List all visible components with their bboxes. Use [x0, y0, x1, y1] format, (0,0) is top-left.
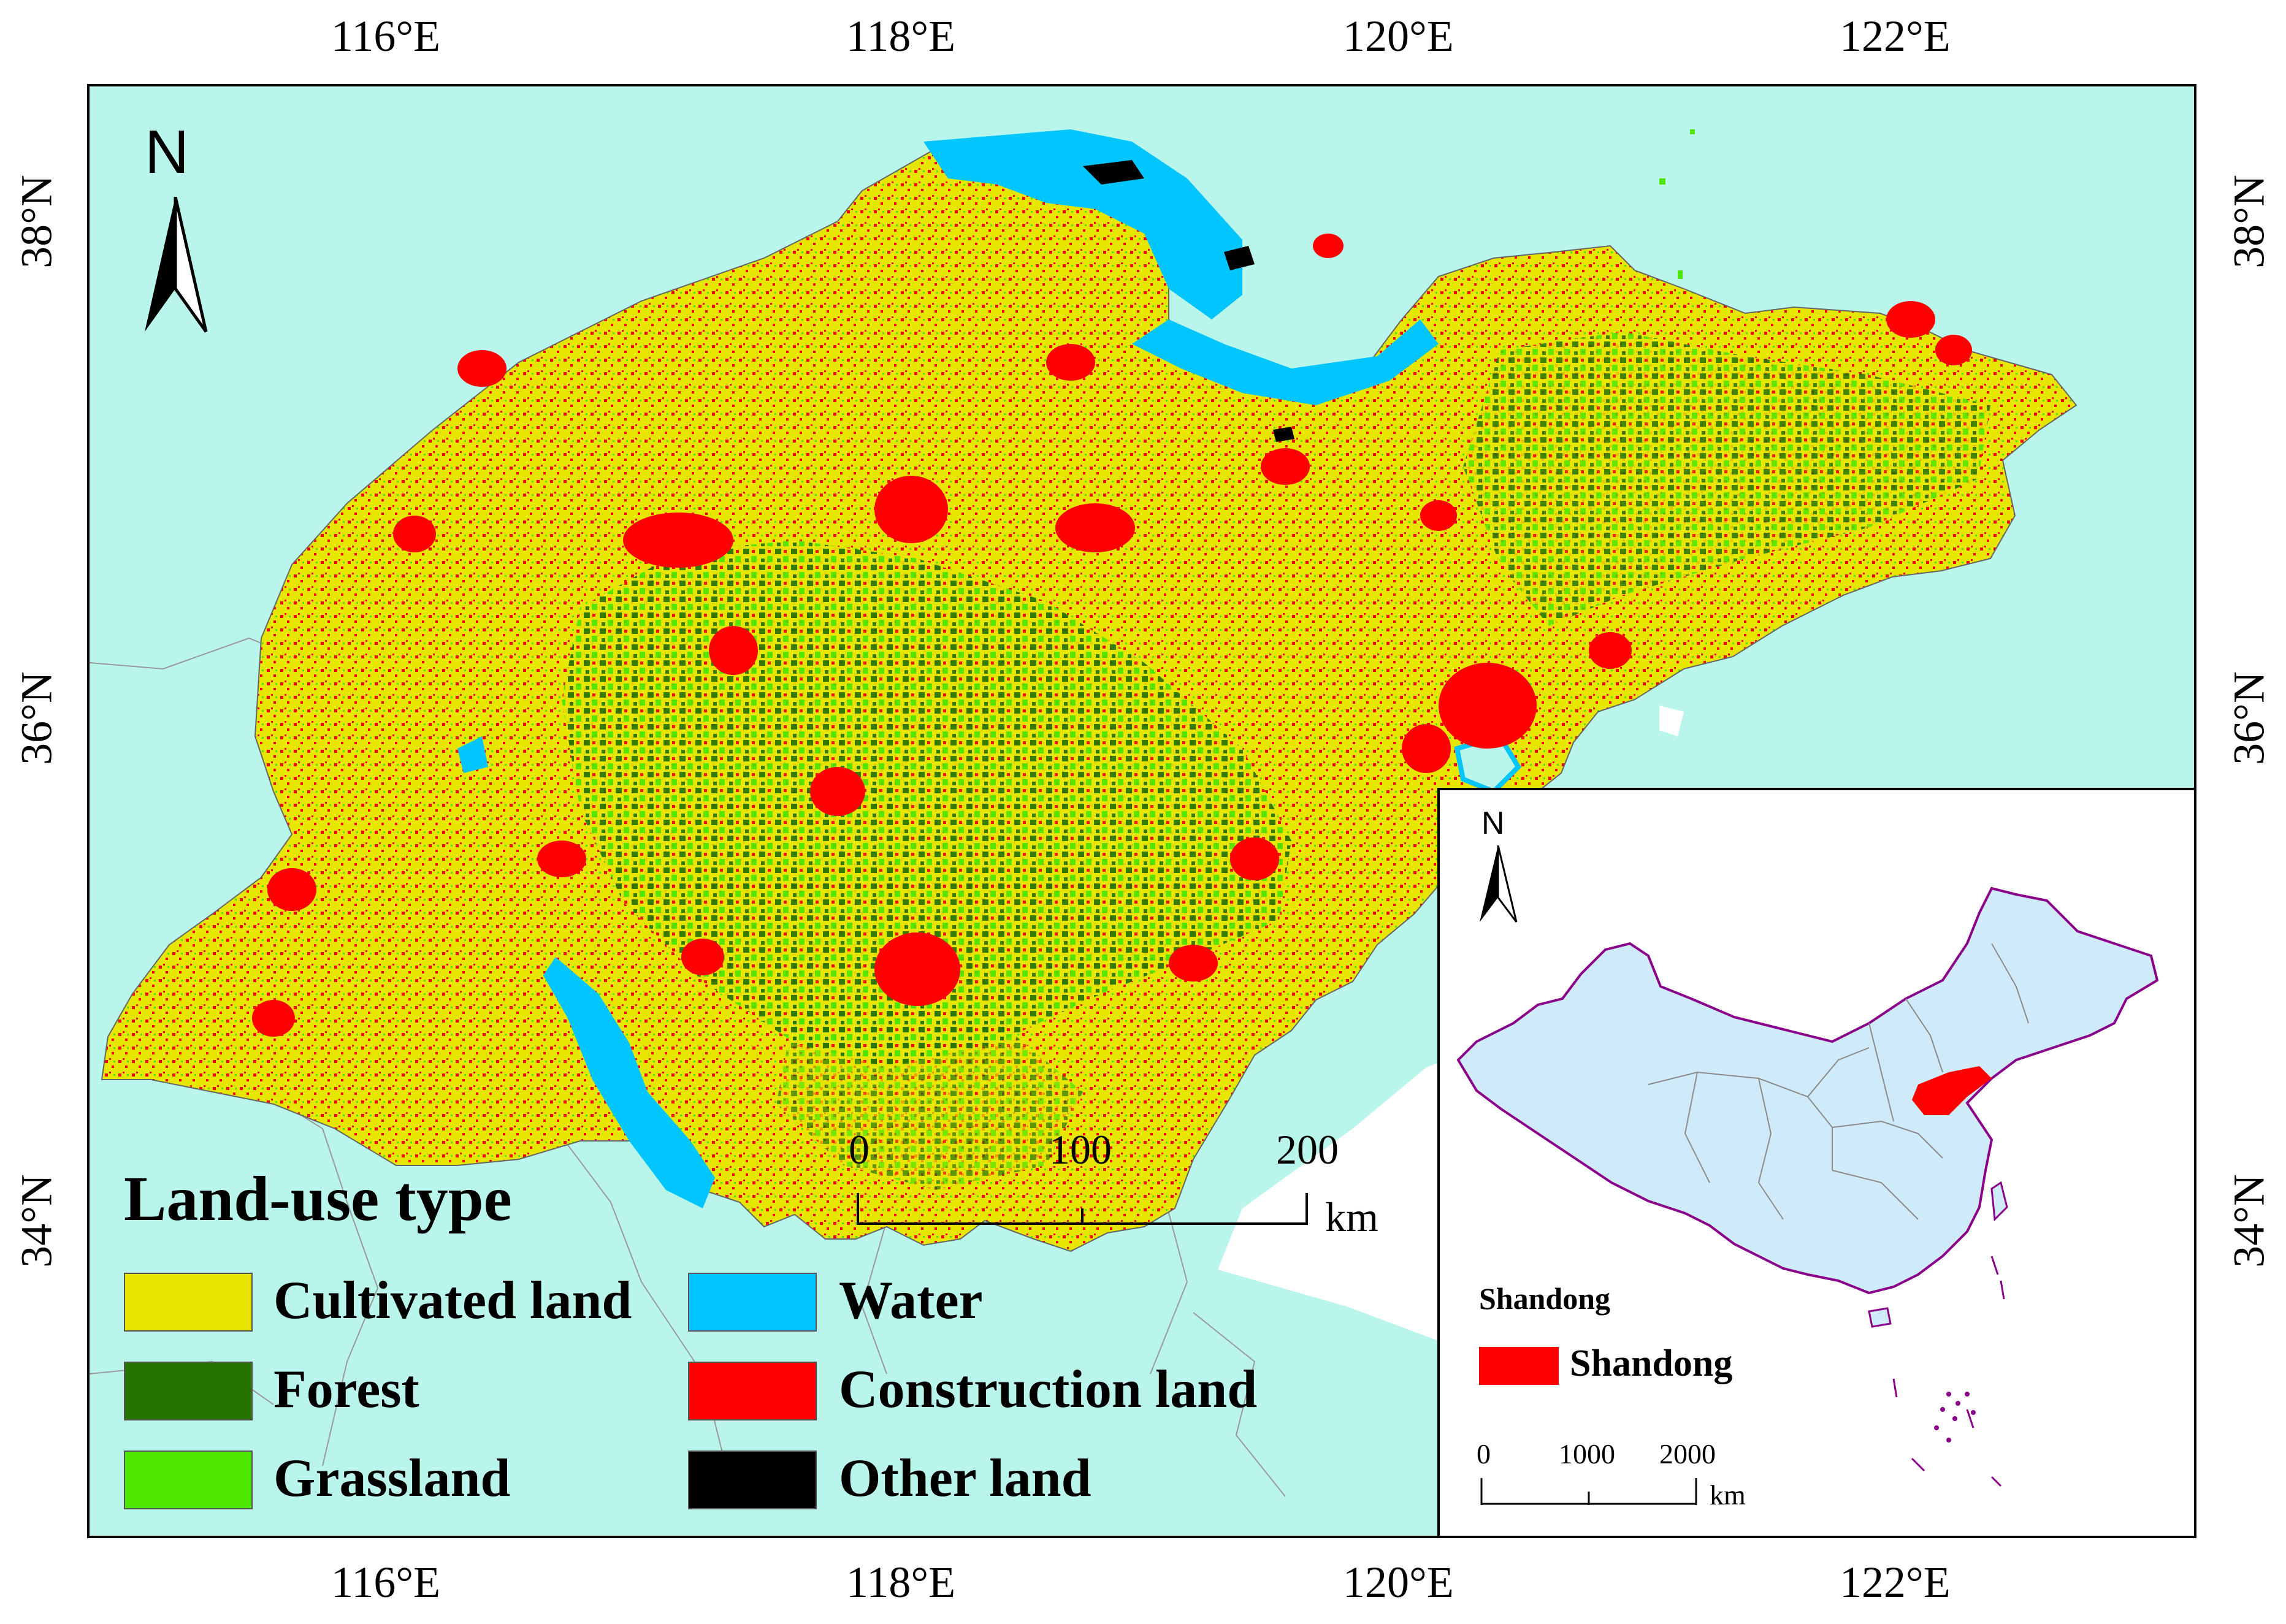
- lon-label-top-122: 122°E: [1840, 12, 1951, 61]
- legend-label-grassland: Grassland: [273, 1449, 511, 1508]
- inset-north-arrow-icon: [1480, 845, 1518, 923]
- north-arrow-icon: [145, 197, 208, 333]
- legend-swatch-forest: [124, 1362, 253, 1420]
- legend-label-other: Other land: [839, 1449, 1091, 1508]
- taiwan-island: [1990, 1181, 2008, 1222]
- legend-swatch-construction: [688, 1362, 817, 1420]
- legend-swatch-grassland: [124, 1451, 253, 1509]
- inset-scale-bar-line: [1480, 1478, 1697, 1505]
- south-china-sea-dots: [1934, 1392, 1976, 1443]
- scale-tick-100: 100: [1049, 1126, 1112, 1173]
- legend-label-water: Water: [839, 1271, 983, 1330]
- lon-label-top-118: 118°E: [846, 12, 956, 61]
- lat-label-left-38: 38°N: [12, 175, 61, 269]
- nansi-lake: [543, 957, 715, 1208]
- legend-title: Land-use type: [124, 1164, 512, 1234]
- legend-label-cultivated: Cultivated land: [273, 1271, 632, 1330]
- laizhou-bay-water: [1132, 319, 1439, 405]
- inset-scale-tick-0: 0: [1477, 1438, 1491, 1470]
- china-outline: [1456, 886, 2159, 1295]
- lat-label-left-36: 36°N: [12, 671, 61, 765]
- lon-label-top-120: 120°E: [1343, 12, 1454, 61]
- dongping-lake: [457, 736, 488, 773]
- china-map: [1456, 886, 2159, 1487]
- lon-label-bottom-116: 116°E: [331, 1558, 441, 1607]
- scale-unit: km: [1325, 1194, 1378, 1240]
- south-china-sea-islands: [1892, 1256, 2005, 1487]
- inset-scale-tick-2000: 2000: [1659, 1438, 1716, 1470]
- inset-legend-label: Shandong: [1570, 1343, 1733, 1384]
- construction-clusters: [252, 234, 1972, 1037]
- legend-label-forest: Forest: [273, 1360, 419, 1419]
- inset-legend-title: Shandong: [1479, 1281, 1611, 1316]
- inset-scale-tick-1000: 1000: [1559, 1438, 1615, 1470]
- inset-scale-unit: km: [1710, 1479, 1746, 1511]
- scale-tick-200: 200: [1276, 1126, 1339, 1173]
- lon-label-bottom-120: 120°E: [1343, 1558, 1454, 1607]
- lon-label-bottom-118: 118°E: [846, 1558, 956, 1607]
- scale-tick-0: 0: [849, 1126, 870, 1173]
- lon-label-top-116: 116°E: [331, 12, 441, 61]
- hainan-island: [1868, 1307, 1892, 1328]
- north-arrow-label: N: [145, 118, 189, 186]
- north-arrow: N: [120, 117, 231, 338]
- delta-water: [923, 129, 1242, 319]
- korea-coast: [1659, 706, 1684, 736]
- legend-swatch-cultivated: [124, 1273, 253, 1332]
- inset-map: N: [1437, 788, 2196, 1538]
- scale-bar-line: [857, 1193, 1308, 1225]
- peninsula-forest-zone: [1463, 332, 1990, 626]
- china-province-lines: [1648, 943, 2029, 1220]
- south-grass-zone: [776, 994, 1083, 1190]
- legend-label-construction: Construction land: [839, 1360, 1258, 1419]
- lat-label-right-34: 34°N: [2224, 1174, 2274, 1268]
- lat-label-right-36: 36°N: [2224, 671, 2274, 765]
- lon-label-bottom-122: 122°E: [1840, 1558, 1951, 1607]
- shandong-highlight: [1912, 1066, 1992, 1115]
- legend-swatch-water: [688, 1273, 817, 1332]
- inset-legend-swatch: [1479, 1347, 1559, 1385]
- legend-swatch-other: [688, 1451, 817, 1509]
- lat-label-right-38: 38°N: [2224, 175, 2274, 269]
- inset-north-label: N: [1481, 806, 1505, 841]
- lat-label-left-34: 34°N: [12, 1174, 61, 1268]
